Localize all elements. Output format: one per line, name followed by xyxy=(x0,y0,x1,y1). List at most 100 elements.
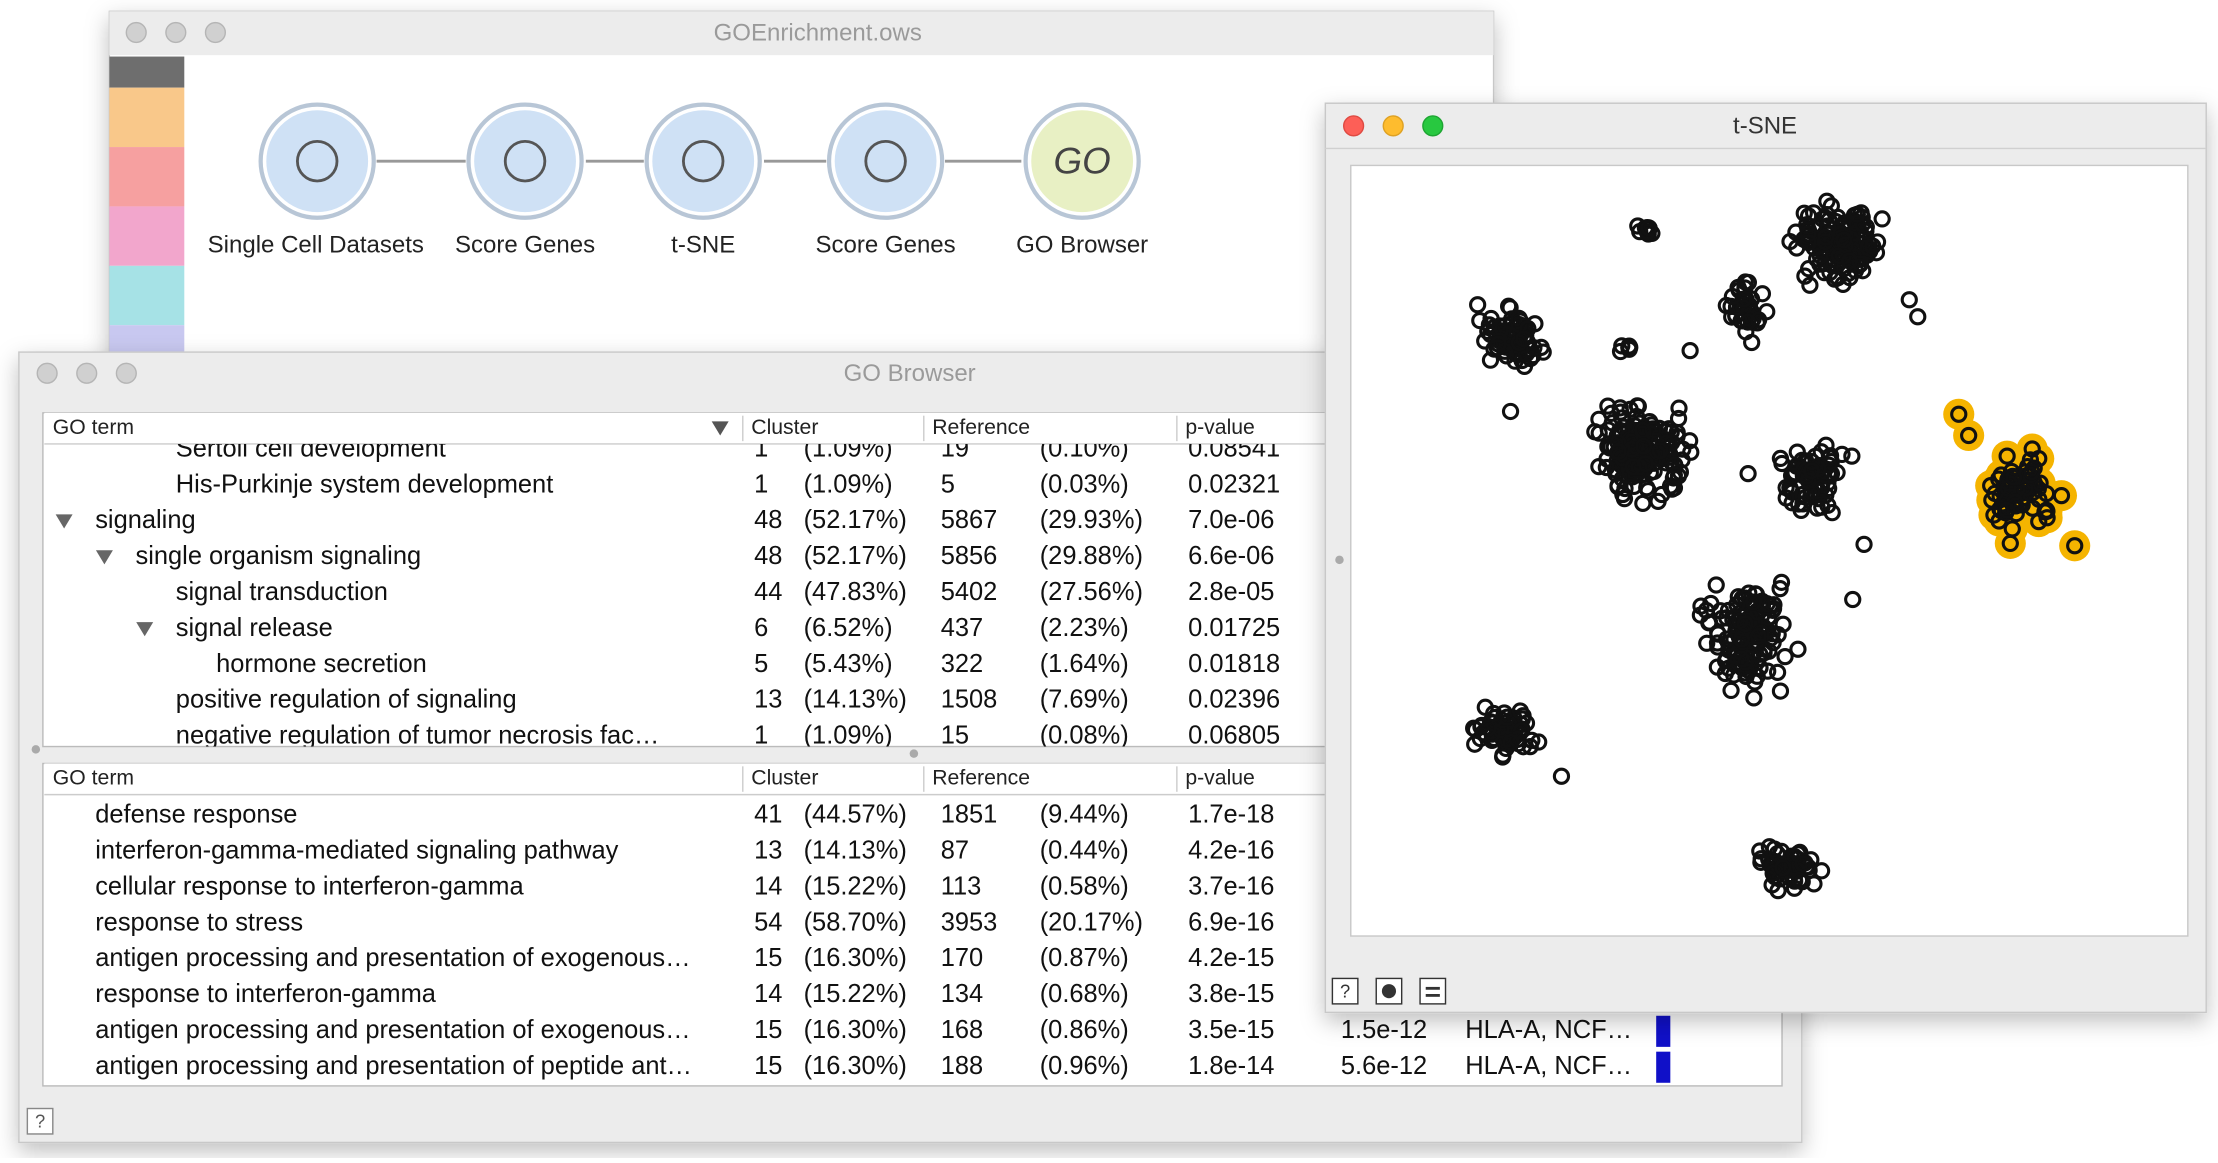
close-button[interactable] xyxy=(125,21,147,44)
table-row[interactable]: response to stress 54 (58.70%) 3953 (20.17%)… xyxy=(95,908,1274,936)
column-header[interactable]: Reference xyxy=(932,767,1030,790)
table-cell: 5 xyxy=(941,470,955,498)
table-cell: 13 xyxy=(754,836,782,864)
minimize-button[interactable] xyxy=(165,21,187,44)
table-row[interactable]: antigen processing and presentation of p… xyxy=(95,1051,1671,1083)
point xyxy=(1519,319,1537,338)
zoom-button[interactable] xyxy=(204,21,227,44)
table-row[interactable]: response to interferon-gamma 14 (15.22%) 13… xyxy=(95,980,1274,1008)
column-header[interactable]: GO term xyxy=(53,416,134,439)
splitter-handle[interactable] xyxy=(909,749,919,758)
table-cell: 5856 xyxy=(941,542,998,570)
table-row[interactable]: signal release 6 (6.52%) 437 (2.23%) 0.01725 xyxy=(136,614,1280,642)
table-cell: 3.5e-15 xyxy=(1188,1016,1274,1044)
category-evaluate[interactable] xyxy=(109,265,185,326)
table-cell: 15 xyxy=(754,1016,782,1044)
table-cell: (0.08%) xyxy=(1040,722,1129,750)
minimize-button[interactable] xyxy=(76,362,98,384)
table-row[interactable]: cellular response to interferon-gamma 14 (… xyxy=(95,872,1274,900)
column-header[interactable]: p-value xyxy=(1185,767,1255,790)
table-row[interactable]: signal transduction 44 (47.83%) 5402 (27.56%… xyxy=(176,578,1275,606)
tree-toggle[interactable] xyxy=(55,514,73,529)
point xyxy=(1864,237,1882,255)
table-row[interactable]: hormone secretion 5 (5.43%) 322 (1.64%) 0.018… xyxy=(216,650,1280,678)
table-cell: 15 xyxy=(754,944,782,972)
zoom-button[interactable] xyxy=(115,362,137,384)
column-header[interactable]: p-value xyxy=(1185,416,1255,439)
column-header[interactable]: Reference xyxy=(932,416,1030,439)
table-row[interactable]: signaling 48 (52.17%) 5867 (29.93%) 7.0e-06 xyxy=(55,506,1275,534)
tree-toggle[interactable] xyxy=(95,550,113,565)
point xyxy=(1599,397,1617,415)
table-row[interactable]: antigen processing and presentation of e… xyxy=(95,944,1274,972)
table-row[interactable]: His-Purkinje system development 1 (1.09%) 5… xyxy=(176,470,1280,498)
point xyxy=(1799,207,1818,225)
widget[interactable]: GO GO Browser xyxy=(1016,102,1148,259)
point xyxy=(1774,858,1792,877)
point xyxy=(1609,434,1627,452)
point xyxy=(1552,767,1571,785)
column-header[interactable]: Cluster xyxy=(751,416,818,439)
selected-point xyxy=(1960,426,1978,445)
splitter-handle[interactable] xyxy=(31,745,41,754)
column-header[interactable]: Cluster xyxy=(751,767,818,790)
point xyxy=(1635,437,1653,455)
close-button[interactable] xyxy=(1343,115,1365,137)
column-header[interactable]: GO term xyxy=(53,767,134,790)
table-row[interactable]: negative regulation of tumor necrosis fa… xyxy=(176,722,1280,750)
point xyxy=(1769,882,1787,900)
help-button[interactable] xyxy=(26,1107,54,1135)
point xyxy=(1739,313,1757,331)
category-data[interactable] xyxy=(109,87,185,148)
minimize-button[interactable] xyxy=(1382,115,1404,137)
point xyxy=(1633,421,1652,439)
tree-toggle[interactable] xyxy=(136,622,154,637)
table-cell: 6.6e-06 xyxy=(1188,542,1274,570)
point xyxy=(1479,719,1498,737)
table-row[interactable]: positive regulation of signaling 13 (14.13… xyxy=(176,686,1280,714)
point xyxy=(1840,252,1859,270)
point xyxy=(1768,663,1787,682)
category-visualize[interactable] xyxy=(109,147,185,207)
table-row[interactable]: Sertoli cell development 1 (1.09%) 19 (0.10%… xyxy=(176,434,1280,462)
table-row[interactable]: single organism signaling 48 (52.17%) 5856 (… xyxy=(95,542,1275,570)
point xyxy=(1873,210,1891,228)
go-term: defense response xyxy=(95,801,297,829)
widget[interactable]: Single Cell Datasets xyxy=(208,102,424,259)
widget-halo xyxy=(644,102,762,220)
table-row[interactable]: defense response 41 (44.57%) 1851 (9.44%) 1.7… xyxy=(95,801,1274,829)
widget-glyph xyxy=(864,139,907,183)
help-button[interactable] xyxy=(1331,977,1359,1005)
table-cell: 3953 xyxy=(941,908,998,936)
toolbox-toggle[interactable] xyxy=(109,56,185,88)
category-model[interactable] xyxy=(109,206,185,266)
widget-label: GO Browser xyxy=(1016,231,1148,258)
point xyxy=(1789,640,1807,658)
save-image-button[interactable] xyxy=(1375,977,1403,1005)
point xyxy=(1811,255,1829,273)
widget[interactable]: Score Genes xyxy=(455,102,595,259)
widget-halo xyxy=(466,102,584,220)
point xyxy=(1732,650,1750,668)
splitter-handle[interactable] xyxy=(1335,555,1344,565)
close-button[interactable] xyxy=(36,362,58,384)
table-row[interactable]: interferon-gamma-mediated signaling path… xyxy=(95,836,1274,864)
point xyxy=(1732,630,1751,648)
table-cell: (7.69%) xyxy=(1040,686,1129,714)
window-title: GOEnrichment.ows xyxy=(714,19,922,46)
table-row[interactable]: antigen processing and presentation of e… xyxy=(95,1015,1671,1047)
table-cell: 6 xyxy=(754,614,768,642)
go-term: signal release xyxy=(176,614,333,642)
point xyxy=(1819,217,1837,235)
widget[interactable]: Score Genes xyxy=(816,102,956,259)
widget[interactable]: t-SNE xyxy=(644,102,762,259)
widget-label: Score Genes xyxy=(455,231,595,258)
enrichment-bar xyxy=(1656,1015,1671,1047)
report-button[interactable] xyxy=(1419,977,1447,1005)
point xyxy=(1482,309,1500,328)
point xyxy=(1613,337,1631,355)
zoom-button[interactable] xyxy=(1422,115,1444,137)
go-term: response to stress xyxy=(95,908,303,936)
title-bar xyxy=(109,11,1494,56)
